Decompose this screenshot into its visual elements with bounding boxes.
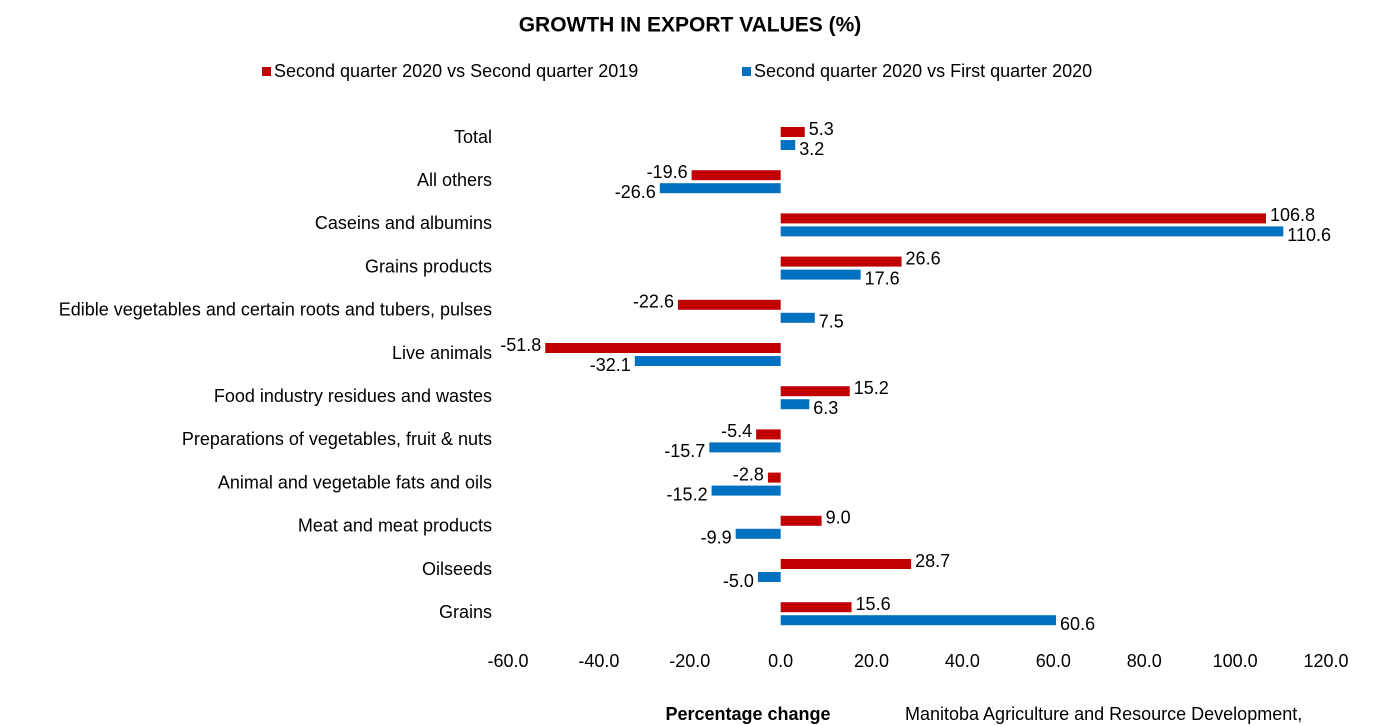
y-tick-label: All others [417,170,492,190]
legend-swatch [742,67,751,76]
data-label: 9.0 [826,508,851,528]
bar [634,356,781,366]
x-tick-label: 60.0 [1036,651,1071,671]
data-label: -5.0 [723,571,754,591]
bar [711,485,781,496]
y-tick-label: Caseins and albumins [315,213,492,233]
data-label: 15.6 [856,594,891,614]
legend-label: Second quarter 2020 vs Second quarter 20… [274,61,638,81]
data-label: 26.6 [906,248,941,268]
bar [780,226,1284,237]
bar [545,343,781,353]
data-label: -26.6 [615,182,656,202]
x-tick-label: 40.0 [945,651,980,671]
x-tick-label: 120.0 [1303,651,1348,671]
bar [780,399,810,410]
bar [659,183,781,194]
y-tick-label: Meat and meat products [298,516,492,536]
bar [780,615,1057,626]
x-tick-label: 100.0 [1213,651,1258,671]
data-label: 106.8 [1270,205,1315,225]
x-tick-label: -20.0 [669,651,710,671]
y-tick-label: Total [454,127,492,147]
data-label: -32.1 [590,355,631,375]
bar [780,127,805,137]
y-tick-label: Animal and vegetable fats and oils [218,472,492,492]
x-tick-label: -60.0 [487,651,528,671]
data-label: -22.6 [633,292,674,312]
bar [780,213,1267,224]
data-label: -2.8 [733,464,764,484]
data-label: 110.6 [1287,225,1331,245]
data-label: 28.7 [915,551,950,571]
x-tick-label: 0.0 [768,651,793,671]
data-label: -9.9 [701,528,732,548]
x-axis-label: Percentage change [665,704,830,724]
y-tick-label: Food industry residues and wastes [214,386,492,406]
data-label: 15.2 [854,378,889,398]
y-tick-label: Live animals [392,343,492,363]
data-label: 7.5 [819,312,844,332]
y-tick-label: Grains [439,602,492,622]
data-label: -19.6 [647,162,688,182]
x-tick-label: -40.0 [578,651,619,671]
y-tick-label: Oilseeds [422,559,492,579]
data-label: 60.6 [1060,614,1095,634]
bar [780,312,815,323]
bar [780,515,822,526]
y-tick-label: Grains products [365,256,492,276]
chart-title: GROWTH IN EXPORT VALUES (%) [519,14,862,37]
bar [780,559,912,569]
bar [780,256,902,267]
bar [780,386,850,397]
data-label: -5.4 [721,421,752,441]
legend-label: Second quarter 2020 vs First quarter 202… [754,61,1092,81]
bar [691,170,781,181]
bar [677,299,781,310]
bar [780,140,796,150]
data-label: -15.2 [667,484,708,504]
bar [767,472,781,483]
bar [756,429,781,440]
bar [780,269,861,280]
data-label: 17.6 [865,268,900,288]
data-label: 6.3 [813,398,838,418]
data-label: -51.8 [500,335,541,355]
legend-swatch [262,67,271,76]
source-note: Manitoba Agriculture and Resource Develo… [905,704,1302,724]
data-label: 5.3 [809,119,834,139]
y-tick-label: Preparations of vegetables, fruit & nuts [182,429,492,449]
bar [735,528,781,539]
x-tick-label: 80.0 [1127,651,1162,671]
data-label: -15.7 [664,441,705,461]
y-tick-label: Edible vegetables and certain roots and … [59,300,492,320]
bar [780,602,852,613]
x-tick-label: 20.0 [854,651,889,671]
bar [757,572,781,582]
bar [709,442,781,453]
data-label: 3.2 [799,139,824,159]
